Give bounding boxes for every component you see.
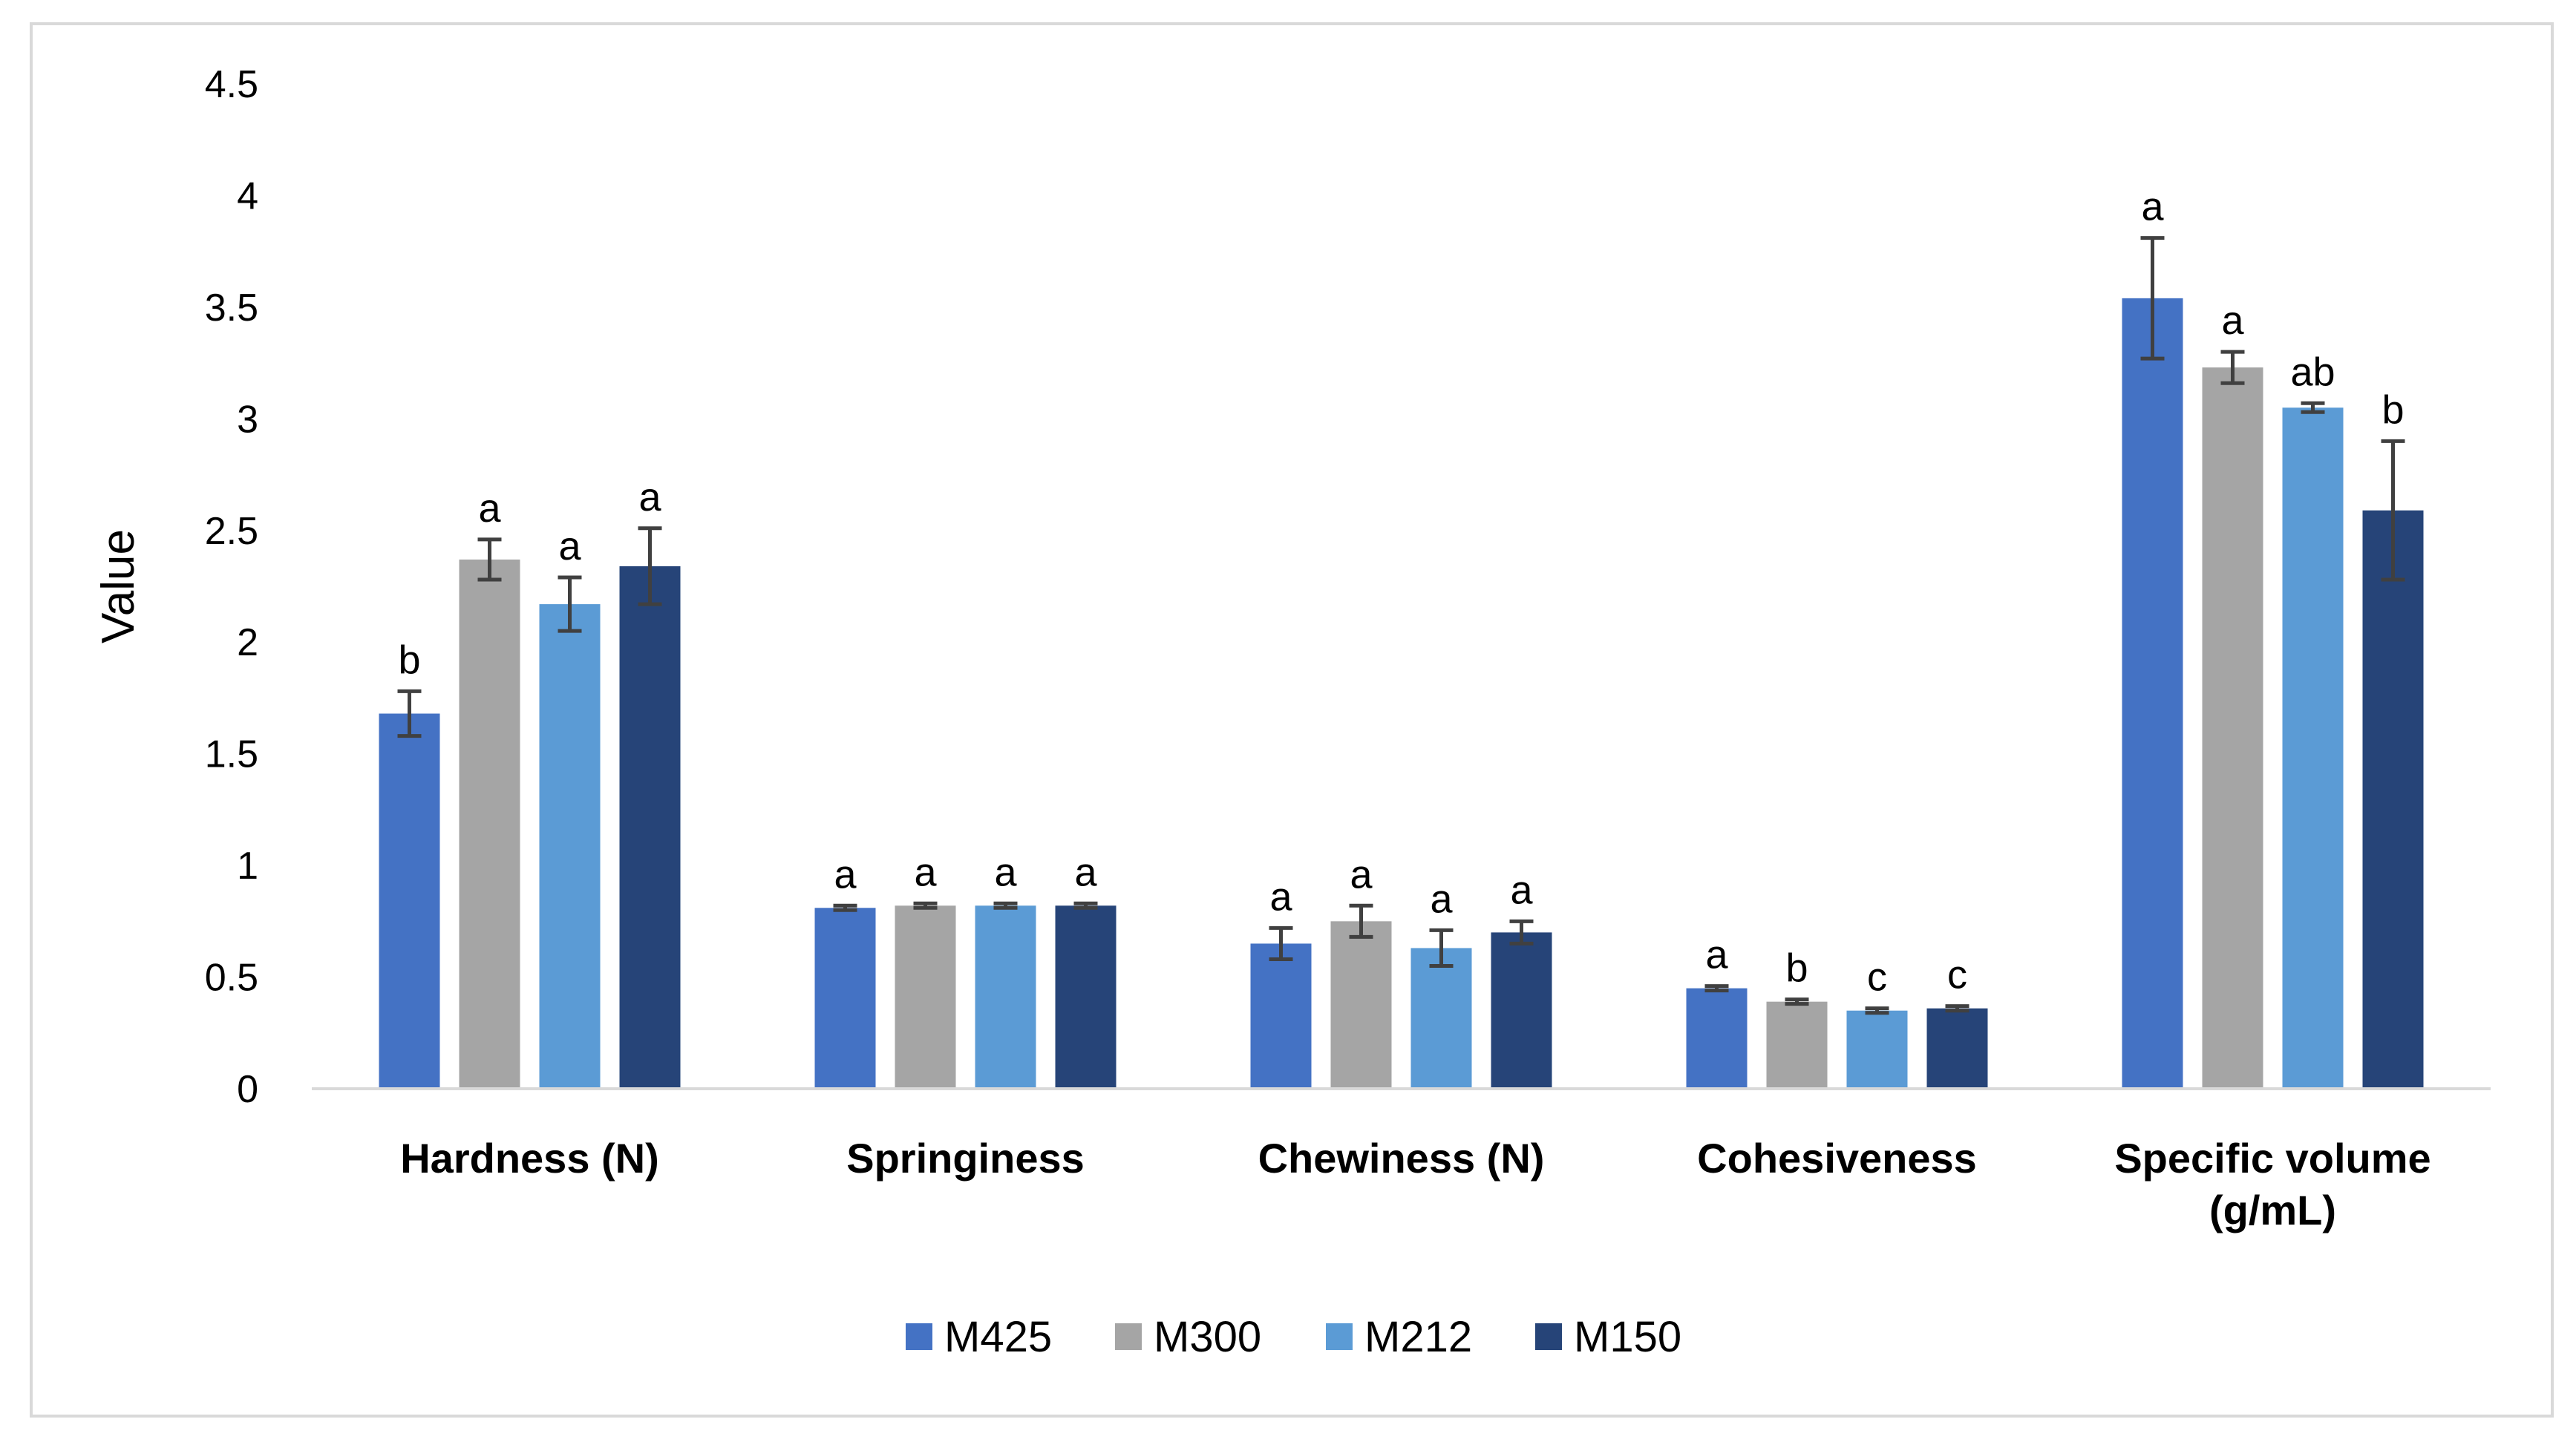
bar-m425-1 [814, 908, 876, 1089]
legend-swatch [1326, 1323, 1353, 1350]
y-tick-label: 2.5 [205, 510, 258, 553]
error-bar [2381, 439, 2405, 582]
y-tick-label: 1.5 [205, 733, 258, 776]
y-tick-label: 0.5 [205, 957, 258, 1000]
y-tick-label: 3 [237, 398, 258, 441]
legend-item-m300: M300 [1115, 1313, 1261, 1361]
significance-label: a [558, 524, 581, 569]
bar-m150-4 [2362, 510, 2424, 1089]
bar-m425-0 [379, 713, 440, 1089]
legend-label: M150 [1574, 1313, 1681, 1361]
error-bar [1945, 1004, 1969, 1013]
bar-m300-1 [895, 905, 956, 1089]
error-bar [1704, 984, 1729, 993]
category-label: Springiness [846, 1135, 1085, 1182]
bar-m150-3 [1926, 1008, 1988, 1089]
y-axis-ticks: 0 0.5 1 1.5 2 2.5 3 3.5 4 4.5 [205, 63, 258, 1111]
significance-label: c [1867, 955, 1887, 1000]
error-bar [1429, 928, 1454, 969]
significance-label: a [1074, 850, 1097, 894]
significance-label: a [2141, 185, 2164, 229]
category-labels: Hardness (N) Springiness Chewiness (N) Cohe… [400, 1135, 2430, 1233]
bar-m212-0 [539, 604, 601, 1089]
error-bar [913, 901, 938, 910]
error-bar [2301, 401, 2325, 414]
bar-m150-1 [1055, 905, 1117, 1089]
legend-label: M300 [1154, 1313, 1261, 1361]
y-tick-label: 4 [237, 174, 258, 217]
y-tick-label: 0 [237, 1068, 258, 1111]
bar-m300-3 [1766, 1001, 1828, 1089]
bar-m150-0 [619, 566, 681, 1089]
error-bar [638, 526, 662, 606]
significance-label: a [1705, 933, 1728, 977]
y-tick-label: 2 [237, 621, 258, 664]
y-tick-label: 1 [237, 845, 258, 888]
significance-label: a [834, 852, 857, 897]
error-bars [397, 236, 2405, 1015]
bars [379, 298, 2424, 1090]
bar-m212-3 [1846, 1010, 1908, 1089]
significance-label: ab [2290, 350, 2335, 394]
bar-m300-0 [459, 559, 520, 1089]
significance-label: c [1947, 953, 1967, 997]
bar-m425-4 [2122, 298, 2183, 1090]
error-bar [1509, 919, 1534, 946]
bar-m425-2 [1250, 943, 1312, 1089]
legend-swatch [906, 1323, 932, 1350]
legend-item-m150: M150 [1535, 1313, 1681, 1361]
significance-label: a [994, 850, 1017, 894]
bar-m150-2 [1491, 932, 1552, 1089]
error-bar [477, 537, 502, 582]
legend-label: M212 [1364, 1313, 1472, 1361]
bar-m300-2 [1330, 921, 1392, 1089]
category-label: Chewiness (N) [1258, 1135, 1545, 1182]
bar-m425-3 [1686, 988, 1748, 1089]
y-axis-title: Value [93, 529, 144, 643]
error-bar [993, 901, 1018, 910]
error-bar [2220, 350, 2245, 385]
legend-label: M425 [944, 1313, 1052, 1361]
category-label: Cohesiveness [1697, 1135, 1977, 1182]
error-bar [1269, 925, 1293, 961]
y-tick-label: 3.5 [205, 286, 258, 330]
significance-label: a [1350, 852, 1373, 897]
error-bar [833, 903, 857, 912]
legend-item-m425: M425 [906, 1313, 1052, 1361]
category-label: (g/mL) [2209, 1187, 2336, 1233]
significance-label: a [1269, 874, 1292, 919]
significance-label: a [914, 850, 937, 894]
error-bar [1349, 903, 1373, 939]
bar-m212-4 [2282, 407, 2344, 1089]
significance-label: a [478, 486, 501, 531]
legend: M425 M300 M212 M150 [906, 1313, 1681, 1361]
significance-label: b [398, 638, 420, 682]
category-label: Specific volume [2114, 1135, 2430, 1182]
error-bar [1073, 901, 1098, 910]
error-bar [1865, 1006, 1889, 1015]
significance-label: a [1430, 876, 1453, 921]
legend-swatch [1535, 1323, 1562, 1350]
y-tick-label: 4.5 [205, 63, 258, 106]
significance-label: a [1510, 868, 1533, 912]
significance-label: a [638, 475, 661, 520]
error-bar [558, 575, 582, 633]
error-bar [397, 689, 422, 738]
significance-label: b [2382, 387, 2404, 432]
legend-swatch [1115, 1323, 1142, 1350]
category-label: Hardness (N) [400, 1135, 659, 1182]
error-bar [2140, 236, 2165, 361]
error-bar [1785, 997, 1809, 1006]
bar-m300-4 [2202, 367, 2263, 1089]
significance-label: b [1785, 946, 1808, 991]
legend-item-m212: M212 [1326, 1313, 1472, 1361]
significance-label: a [2221, 298, 2244, 343]
bar-m212-1 [975, 905, 1036, 1089]
bar-m212-2 [1410, 948, 1472, 1089]
